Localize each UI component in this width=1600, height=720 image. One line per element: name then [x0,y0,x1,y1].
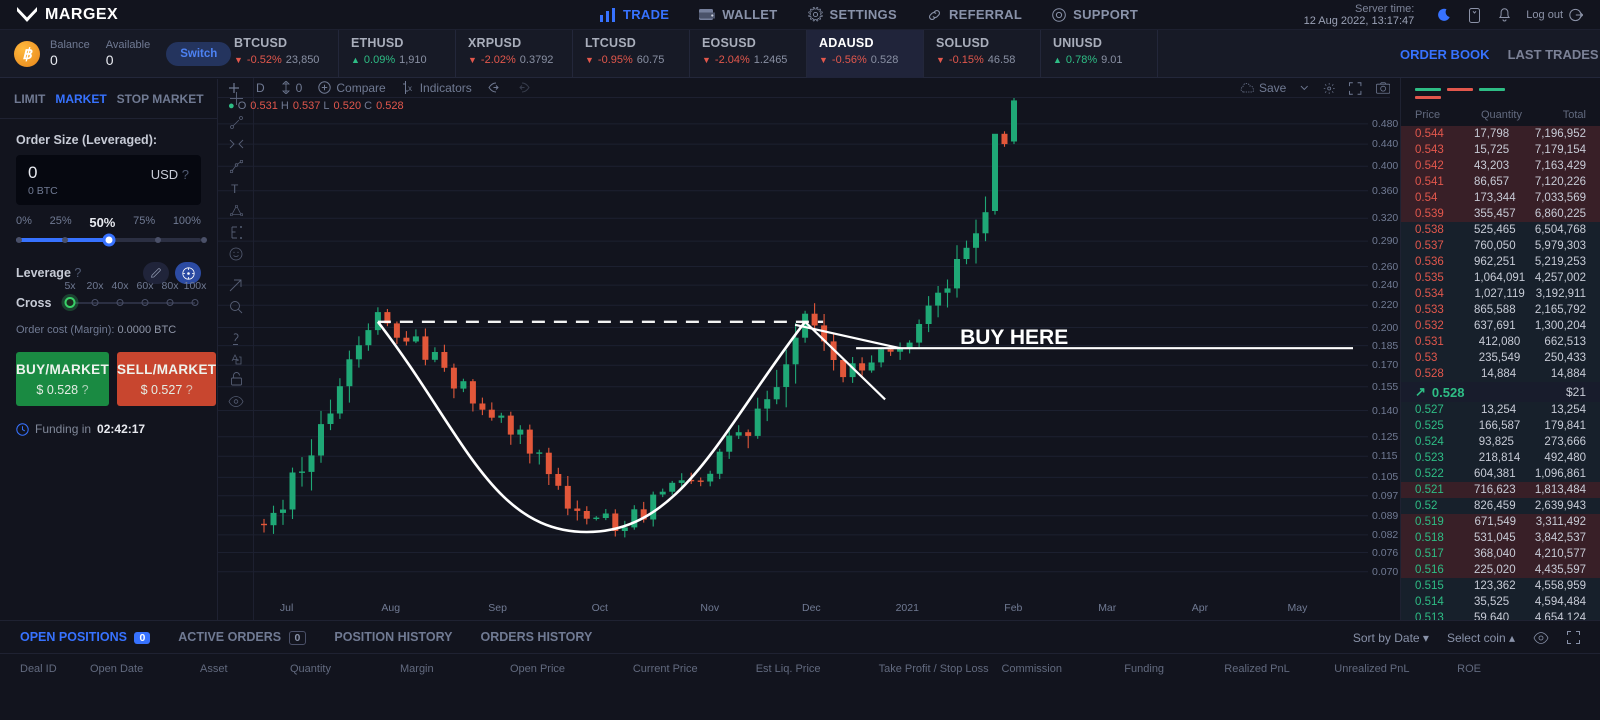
svg-text:T: T [231,182,239,195]
svg-text:x: x [408,84,412,93]
